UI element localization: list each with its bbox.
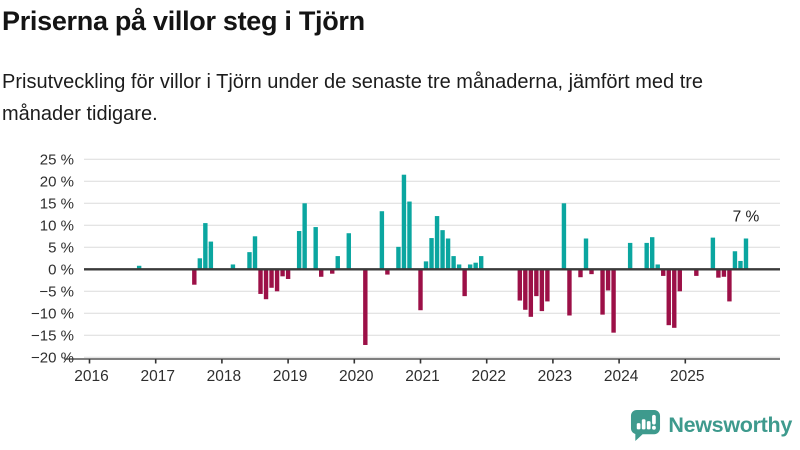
- bar: [208, 241, 214, 270]
- bar: [440, 230, 445, 270]
- chart-subtitle: Prisutveckling för villor i Tjörn under …: [2, 71, 704, 125]
- x-axis-label: 2022: [471, 368, 505, 385]
- bar: [694, 269, 699, 276]
- bar: [285, 269, 291, 279]
- y-axis-label: −10 %: [31, 305, 74, 322]
- bar: [263, 269, 269, 300]
- bar: [258, 269, 263, 294]
- bar: [478, 256, 484, 270]
- bar: [710, 237, 716, 270]
- bar: [473, 262, 478, 270]
- bar: [296, 231, 302, 270]
- bar: [732, 251, 738, 270]
- x-axis-label: 2020: [339, 368, 374, 385]
- bar: [423, 261, 429, 270]
- bar: [445, 238, 451, 270]
- x-axis-label: 2016: [74, 368, 108, 385]
- bar: [672, 269, 677, 328]
- last-value-annotation: 7 %: [733, 209, 760, 226]
- bar: [627, 242, 633, 270]
- bar: [247, 252, 252, 270]
- x-axis-label: 2021: [405, 368, 439, 385]
- bar: [192, 269, 197, 285]
- bar: [396, 246, 401, 270]
- bar: [743, 238, 749, 270]
- x-axis-label: 2019: [273, 368, 307, 385]
- bar: [467, 264, 473, 270]
- bar: [274, 269, 280, 292]
- bar: [528, 269, 534, 317]
- x-axis-label: 2023: [538, 368, 572, 385]
- bar: [313, 227, 318, 270]
- bar: [319, 269, 324, 277]
- bar: [655, 264, 660, 270]
- bar: [197, 258, 203, 270]
- bar: [721, 269, 727, 277]
- bar: [650, 237, 655, 270]
- x-axis-label: 2018: [207, 368, 241, 385]
- bar: [385, 269, 390, 275]
- y-axis-label: 0 %: [48, 261, 74, 278]
- price-chart: 25 % 20 % 15 % 10 % 5 % 0 % −5 % −10 % −15 % −20 …: [31, 151, 780, 385]
- bar: [716, 269, 721, 278]
- bar: [600, 269, 605, 315]
- x-axis-label: 2025: [670, 368, 704, 385]
- bar: [330, 269, 335, 274]
- bar: [418, 269, 423, 311]
- bar: [589, 269, 594, 275]
- bar: [578, 269, 583, 278]
- y-axis-label: 15 %: [40, 195, 74, 212]
- bar: [517, 269, 522, 301]
- x-axis-label: 2024: [604, 368, 639, 385]
- bar: [727, 269, 732, 302]
- newsworthy-wordmark: Newsworthy: [668, 413, 792, 437]
- bar: [677, 269, 682, 292]
- bar: [203, 223, 208, 270]
- page-title: Priserna på villor steg i Tjörn: [2, 6, 365, 36]
- y-axis-label: −5 %: [39, 283, 74, 300]
- bar: [666, 269, 671, 326]
- bar: [661, 269, 666, 276]
- bar: [545, 269, 550, 302]
- bar: [379, 211, 385, 270]
- y-axis-label: 5 %: [48, 239, 74, 256]
- bar: [605, 269, 611, 291]
- bar: [451, 256, 456, 270]
- bar: [302, 203, 307, 270]
- y-axis-label: 25 %: [40, 151, 74, 168]
- bar: [269, 269, 274, 288]
- y-axis-label: 10 %: [40, 217, 74, 234]
- y-axis-label: −20 %: [31, 349, 74, 366]
- x-axis-label: 2017: [140, 368, 174, 385]
- bar: [136, 265, 142, 270]
- bar: [561, 203, 567, 270]
- bar: [583, 238, 589, 270]
- bar: [644, 242, 649, 270]
- bar: [346, 233, 351, 270]
- bar: [230, 264, 236, 270]
- bar: [539, 269, 545, 312]
- bar: [363, 269, 368, 345]
- bar: [523, 269, 528, 310]
- bar: [567, 269, 572, 316]
- bar: [738, 260, 743, 270]
- newsworthy-bubble-icon: [631, 410, 661, 441]
- y-axis-label: 20 %: [40, 173, 74, 190]
- bar: [401, 174, 407, 270]
- bar: [407, 201, 412, 270]
- bar: [434, 216, 440, 270]
- y-axis-label: −15 %: [31, 327, 74, 344]
- bar: [252, 236, 258, 270]
- bar: [462, 269, 467, 297]
- bar: [611, 269, 616, 333]
- newsworthy-logo: Newsworthy: [630, 409, 792, 442]
- bar: [335, 256, 340, 270]
- bar: [429, 238, 434, 270]
- bar: [534, 269, 539, 297]
- bar: [456, 264, 462, 270]
- bar: [280, 269, 285, 277]
